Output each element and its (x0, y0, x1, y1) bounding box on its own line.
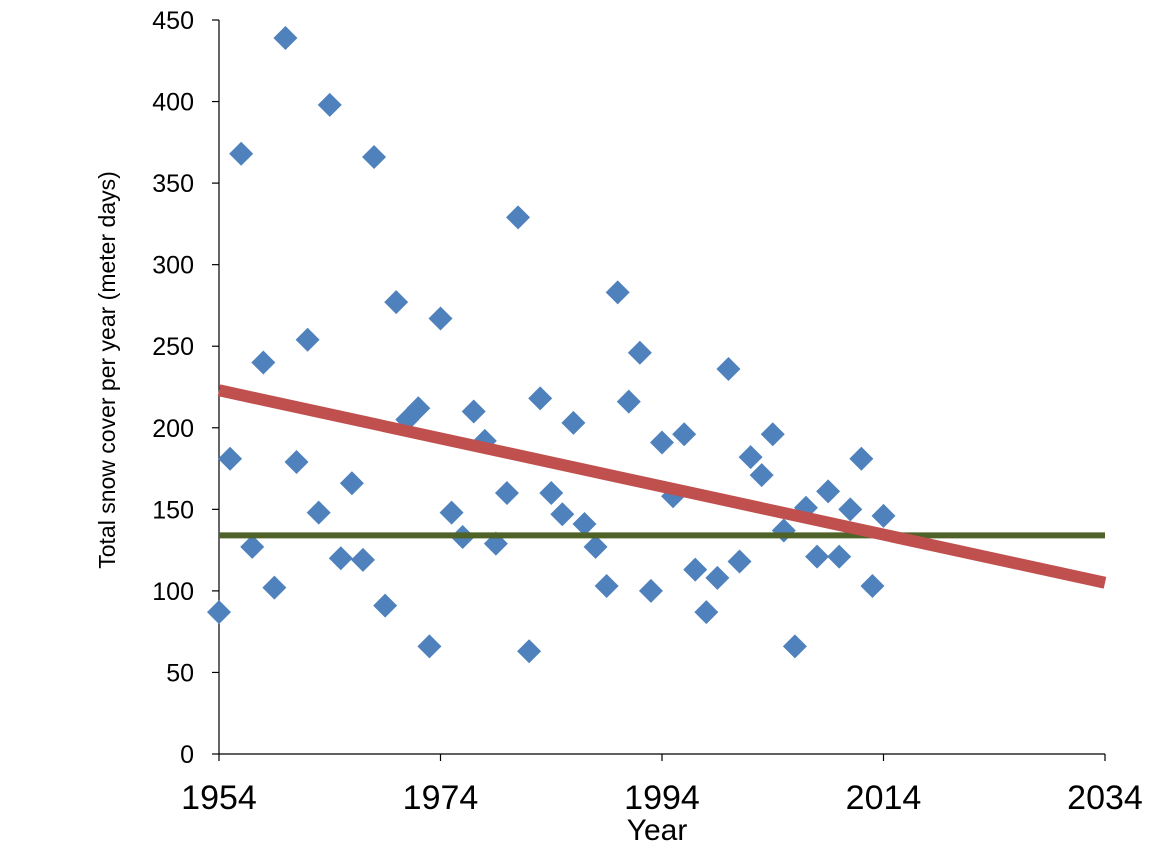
y-tick-label: 150 (152, 496, 194, 524)
fit-lines (217, 384, 1107, 589)
data-point (328, 546, 353, 571)
data-point (871, 503, 896, 528)
data-point (605, 280, 630, 305)
trend-line (217, 384, 1107, 589)
data-point (317, 92, 342, 117)
data-point (561, 410, 586, 435)
y-tick-label: 50 (166, 659, 194, 687)
data-point (207, 600, 231, 625)
data-point (295, 327, 320, 352)
data-point (218, 446, 243, 471)
x-tick-label: 2034 (1067, 779, 1143, 817)
data-point (306, 500, 331, 525)
data-point (362, 145, 387, 170)
data-point (727, 549, 752, 574)
data-point (738, 445, 763, 470)
data-point (827, 544, 852, 569)
tick-labels: 0 50 100 150 200 250 300 350 400 450 1954 1974 1994 2… (152, 7, 1143, 817)
x-tick-label: 2014 (846, 779, 922, 817)
data-point (240, 534, 265, 559)
y-tick-label: 200 (152, 415, 194, 443)
data-point (528, 386, 553, 411)
data-point (627, 340, 652, 365)
data-point (694, 600, 719, 625)
y-tick-label: 0 (180, 741, 194, 769)
data-point (229, 141, 254, 166)
data-point (616, 389, 641, 414)
data-point (683, 557, 708, 582)
y-tick-label: 250 (152, 333, 194, 361)
x-tick-label: 1974 (403, 779, 479, 817)
y-tick-label: 350 (152, 170, 194, 198)
data-points (207, 25, 896, 664)
data-point (838, 497, 863, 522)
data-point (860, 573, 885, 598)
data-point (716, 357, 741, 382)
y-tick-label: 100 (152, 578, 194, 606)
data-point (805, 544, 830, 569)
y-tick-label: 400 (152, 89, 194, 117)
x-tick-label: 1994 (624, 779, 700, 817)
data-point (749, 463, 774, 488)
data-point (339, 471, 364, 496)
data-point (583, 534, 608, 559)
data-point (550, 502, 575, 527)
axes (212, 19, 1106, 761)
data-point (771, 518, 796, 543)
data-point (650, 430, 674, 455)
data-point (782, 634, 807, 659)
data-point (251, 350, 276, 375)
data-point (849, 446, 874, 471)
data-point (816, 479, 841, 504)
data-point (494, 481, 519, 506)
data-point (406, 396, 431, 421)
y-tick-label: 450 (152, 7, 194, 35)
data-point (760, 422, 785, 447)
data-point (428, 306, 453, 331)
data-point (638, 578, 663, 603)
data-point (572, 512, 597, 537)
data-point (273, 25, 298, 50)
data-point (439, 500, 464, 525)
data-point (373, 593, 398, 618)
data-point (594, 573, 619, 598)
data-point (384, 290, 409, 315)
y-axis-label: Total snow cover per year (meter days) (94, 171, 120, 569)
data-point (517, 639, 542, 664)
data-point (461, 399, 486, 424)
data-point (284, 450, 309, 475)
data-point (262, 575, 287, 600)
x-tick-label: 1954 (181, 779, 257, 817)
x-axis-label: Year (627, 814, 688, 847)
data-point (672, 422, 697, 447)
y-tick-label: 300 (152, 252, 194, 280)
data-point (705, 565, 730, 590)
data-point (417, 634, 442, 659)
data-point (350, 547, 375, 572)
data-point (539, 481, 564, 506)
data-point (506, 205, 531, 230)
